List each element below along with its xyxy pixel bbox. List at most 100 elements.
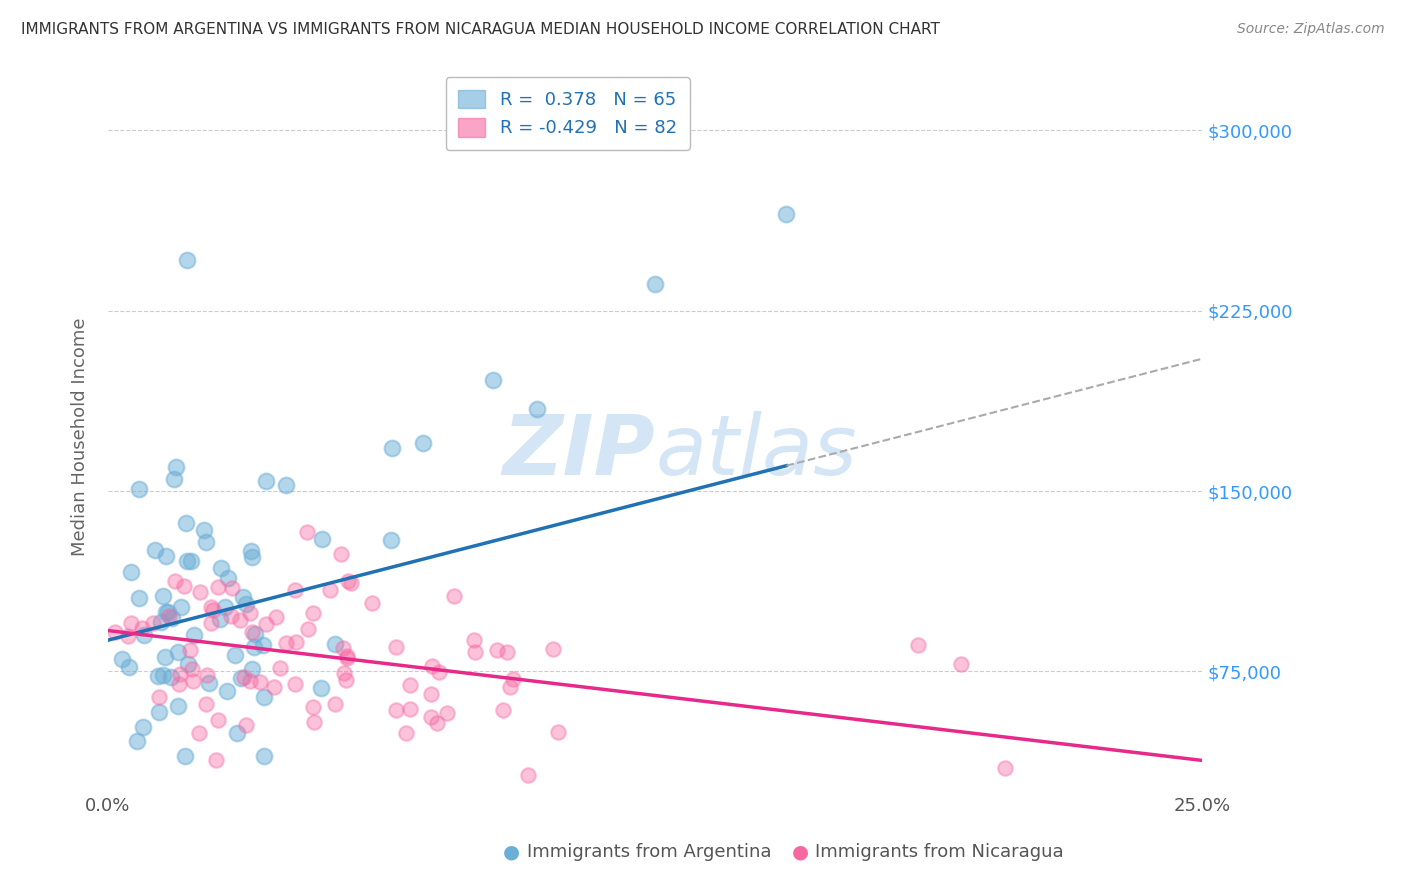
Nicaragua [200, 616, 222, 631]
Nicaragua [502, 673, 524, 687]
Nicaragua [157, 609, 180, 624]
Text: ●: ● [503, 842, 520, 862]
Nicaragua [420, 659, 443, 673]
Argentina [155, 650, 177, 665]
Text: ZIP: ZIP [502, 410, 655, 491]
Argentina [254, 474, 277, 488]
Nicaragua [169, 667, 191, 681]
Nicaragua [302, 606, 325, 620]
Nicaragua [427, 665, 450, 679]
Nicaragua [318, 582, 340, 597]
Nicaragua [360, 596, 382, 610]
Argentina [125, 734, 148, 748]
Argentina [775, 207, 797, 221]
Text: Immigrants from Argentina: Immigrants from Argentina [527, 843, 772, 861]
Nicaragua [195, 667, 218, 681]
Nicaragua [302, 714, 325, 729]
Nicaragua [302, 700, 325, 714]
Argentina [208, 612, 231, 626]
Nicaragua [219, 608, 242, 623]
Argentina [253, 690, 276, 704]
Argentina [160, 611, 183, 625]
Argentina [198, 676, 221, 690]
Nicaragua [426, 716, 449, 731]
Nicaragua [547, 725, 569, 739]
Nicaragua [240, 624, 263, 639]
Nicaragua [188, 726, 211, 740]
Argentina [162, 472, 184, 486]
Argentina [152, 589, 174, 603]
Nicaragua [336, 648, 359, 663]
Nicaragua [180, 662, 202, 676]
Nicaragua [385, 703, 408, 717]
Nicaragua [543, 642, 565, 657]
Argentina [644, 277, 666, 292]
Nicaragua [205, 753, 228, 767]
Nicaragua [516, 768, 538, 782]
Argentina [243, 627, 266, 641]
Text: atlas: atlas [655, 410, 856, 491]
Argentina [240, 550, 263, 565]
Argentina [176, 253, 198, 268]
Nicaragua [254, 617, 277, 632]
Argentina [215, 683, 238, 698]
Argentina [165, 459, 187, 474]
Nicaragua [495, 645, 517, 659]
Nicaragua [464, 645, 486, 659]
Y-axis label: Median Household Income: Median Household Income [72, 318, 89, 557]
Nicaragua [436, 706, 458, 720]
Nicaragua [269, 661, 291, 675]
Nicaragua [188, 585, 211, 599]
Nicaragua [323, 697, 346, 711]
Argentina [128, 591, 150, 606]
Argentina [412, 436, 434, 450]
Nicaragua [131, 621, 153, 635]
Nicaragua [173, 578, 195, 592]
Argentina [167, 645, 190, 659]
Nicaragua [283, 583, 305, 598]
Nicaragua [179, 643, 201, 657]
Nicaragua [335, 673, 357, 688]
Nicaragua [201, 602, 224, 616]
Argentina [311, 532, 333, 546]
Legend: R =  0.378   N = 65, R = -0.429   N = 82: R = 0.378 N = 65, R = -0.429 N = 82 [446, 77, 689, 150]
Argentina [193, 523, 215, 537]
Argentina [176, 554, 198, 568]
Argentina [174, 516, 197, 530]
Argentina [155, 605, 177, 619]
Nicaragua [239, 674, 262, 689]
Argentina [118, 660, 141, 674]
Argentina [143, 542, 166, 557]
Argentina [166, 699, 188, 714]
Argentina [180, 554, 202, 568]
Nicaragua [239, 606, 262, 620]
Argentina [526, 402, 548, 417]
Argentina [235, 597, 257, 611]
Argentina [274, 477, 297, 491]
Nicaragua [264, 610, 287, 624]
Nicaragua [207, 714, 229, 728]
Argentina [156, 605, 179, 619]
Nicaragua [200, 600, 222, 615]
Argentina [239, 544, 262, 558]
Nicaragua [337, 574, 360, 588]
Argentina [231, 672, 253, 686]
Nicaragua [207, 581, 229, 595]
Argentina [146, 668, 169, 682]
Argentina [128, 482, 150, 496]
Argentina [226, 725, 249, 739]
Argentina [209, 561, 232, 575]
Argentina [120, 566, 142, 580]
Nicaragua [263, 681, 285, 695]
Argentina [232, 590, 254, 604]
Argentina [252, 638, 274, 652]
Nicaragua [994, 761, 1017, 775]
Nicaragua [950, 657, 973, 672]
Nicaragua [907, 638, 929, 652]
Nicaragua [399, 678, 422, 692]
Argentina [150, 615, 173, 629]
Nicaragua [169, 677, 191, 691]
Text: IMMIGRANTS FROM ARGENTINA VS IMMIGRANTS FROM NICARAGUA MEDIAN HOUSEHOLD INCOME C: IMMIGRANTS FROM ARGENTINA VS IMMIGRANTS … [21, 22, 941, 37]
Nicaragua [148, 690, 170, 704]
Nicaragua [336, 651, 359, 665]
